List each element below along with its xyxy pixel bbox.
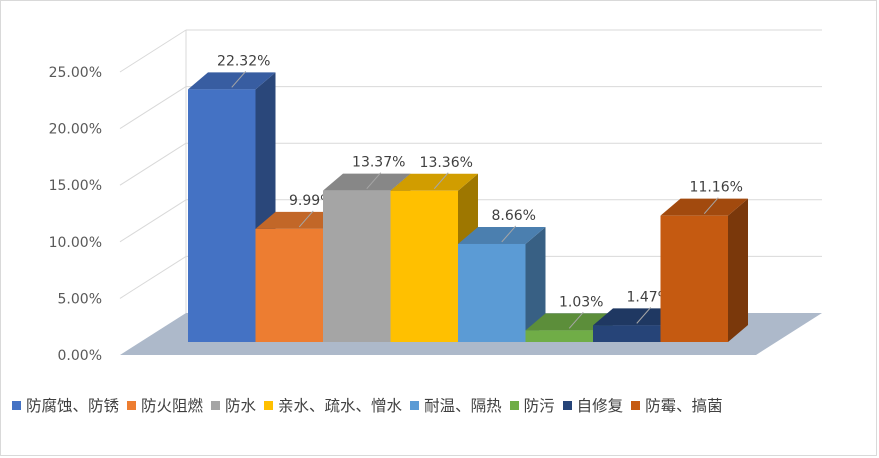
legend-label: 自修复 bbox=[576, 397, 624, 415]
legend-label: 亲水、疏水、憎水 bbox=[278, 397, 403, 415]
legend-label: 防霉、搞菌 bbox=[645, 397, 723, 415]
data-label-leader bbox=[433, 172, 449, 190]
gridline-side bbox=[119, 199, 187, 243]
y-tick-label: 15.00% bbox=[49, 178, 102, 194]
legend-label: 防火阻燃 bbox=[141, 397, 204, 415]
legend-item: 防污 bbox=[509, 394, 555, 416]
legend-swatch bbox=[12, 400, 21, 410]
gridline-side bbox=[119, 86, 187, 130]
data-label: 22.32% bbox=[217, 53, 270, 69]
bar-front bbox=[323, 190, 391, 342]
data-label: 8.66% bbox=[492, 208, 536, 224]
data-label: 1.47% bbox=[627, 289, 671, 305]
legend-item: 防火阻燃 bbox=[127, 394, 203, 416]
legend-item: 防水 bbox=[211, 394, 256, 416]
bar-front bbox=[593, 325, 661, 342]
bar-side bbox=[525, 226, 546, 342]
legend-item: 亲水、疏水、憎水 bbox=[264, 394, 402, 416]
bar-front bbox=[390, 190, 458, 342]
legend-label: 防腐蚀、防锈 bbox=[26, 397, 120, 415]
data-label-leader bbox=[636, 307, 652, 324]
legend-label: 耐温、隔热 bbox=[424, 397, 502, 415]
y-tick-label: 0.00% bbox=[58, 348, 102, 364]
bar-top bbox=[323, 173, 411, 191]
bar-top bbox=[255, 211, 343, 229]
legend-swatch bbox=[264, 400, 274, 410]
y-tick-label: 5.00% bbox=[58, 291, 102, 307]
bar-4 bbox=[390, 173, 478, 342]
bar-top bbox=[458, 226, 546, 244]
legend-swatch bbox=[410, 400, 420, 410]
bar-top bbox=[660, 198, 748, 216]
legend-swatch bbox=[562, 400, 572, 410]
data-label-leader bbox=[366, 172, 382, 189]
bar-top bbox=[593, 308, 681, 326]
bar-front bbox=[255, 228, 323, 342]
gridline-side bbox=[119, 142, 187, 186]
gridline-side bbox=[119, 29, 187, 73]
legend-item: 自修复 bbox=[562, 394, 624, 416]
data-label: 13.37% bbox=[352, 155, 405, 171]
data-label: 1.03% bbox=[559, 294, 603, 310]
legend-item: 防腐蚀、防锈 bbox=[12, 394, 119, 416]
legend-swatch bbox=[509, 400, 519, 410]
legend-item: 防霉、搞菌 bbox=[631, 394, 723, 416]
bar-front bbox=[525, 330, 593, 342]
bar-front bbox=[188, 89, 256, 342]
bar-5 bbox=[458, 226, 546, 342]
bar-top bbox=[525, 313, 613, 331]
legend-swatch bbox=[211, 400, 221, 410]
y-tick-label: 10.00% bbox=[49, 235, 102, 251]
legend-label: 防水 bbox=[225, 397, 257, 415]
bar-top bbox=[188, 72, 276, 90]
y-tick-label: 20.00% bbox=[49, 122, 102, 138]
data-label: 9.99% bbox=[289, 193, 333, 209]
data-label: 13.36% bbox=[420, 155, 473, 171]
data-label-leader bbox=[568, 312, 584, 329]
data-label-leader bbox=[501, 225, 517, 243]
y-tick-label: 25.00% bbox=[49, 65, 102, 81]
legend-swatch bbox=[127, 400, 137, 410]
bar-front bbox=[458, 243, 526, 342]
legend: 防腐蚀、防锈 防火阻燃 防水 亲水、疏水、憎水 耐温、隔热 防污 自修复 防霉、搞菌 bbox=[12, 394, 872, 416]
bar-side bbox=[728, 198, 748, 342]
bar-top bbox=[390, 173, 478, 191]
legend-swatch bbox=[631, 400, 641, 410]
bar-8 bbox=[660, 198, 748, 342]
gridline-side bbox=[119, 255, 187, 299]
data-label-leader bbox=[703, 197, 719, 214]
data-label-leader bbox=[231, 71, 247, 88]
bar-front bbox=[660, 215, 728, 342]
data-label-leader bbox=[298, 210, 314, 228]
legend-label: 防污 bbox=[523, 397, 555, 415]
data-label: 11.16% bbox=[690, 180, 743, 196]
legend-item: 耐温、隔热 bbox=[410, 394, 502, 416]
